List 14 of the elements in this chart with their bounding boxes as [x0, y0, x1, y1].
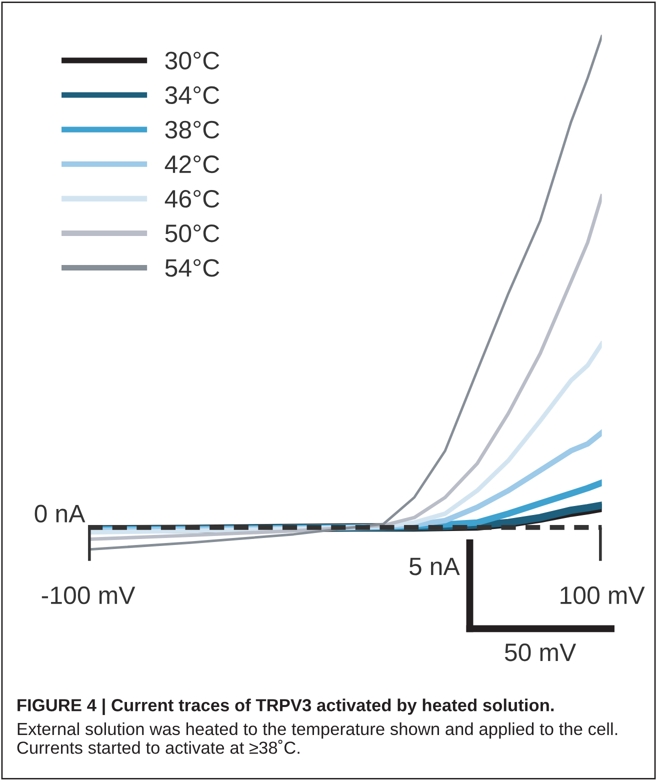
legend-label: 50°C — [165, 224, 220, 242]
legend-label: 34°C — [165, 86, 220, 104]
x-tick-label: -100 mV — [42, 586, 136, 604]
text: External solution was heated to the temperature shown and applied to the cell. Currents started to activate at ≥38˚C. — [17, 722, 618, 754]
text: FIGURE 4 | Current traces of TRPV3 activated by heated solution. — [18, 698, 554, 716]
ref-line-label: 0 nA — [34, 504, 86, 522]
legend-label: 42°C — [164, 155, 220, 174]
legend-label: 54°C — [165, 259, 220, 277]
legend-label: 30°C — [165, 52, 220, 70]
text: 50 mV — [504, 643, 576, 662]
text: 5 nA — [409, 558, 460, 576]
legend-label: 46°C — [164, 190, 220, 208]
legend-label: 38°C — [165, 120, 220, 139]
x-tick-label: 100 mV — [560, 586, 645, 604]
